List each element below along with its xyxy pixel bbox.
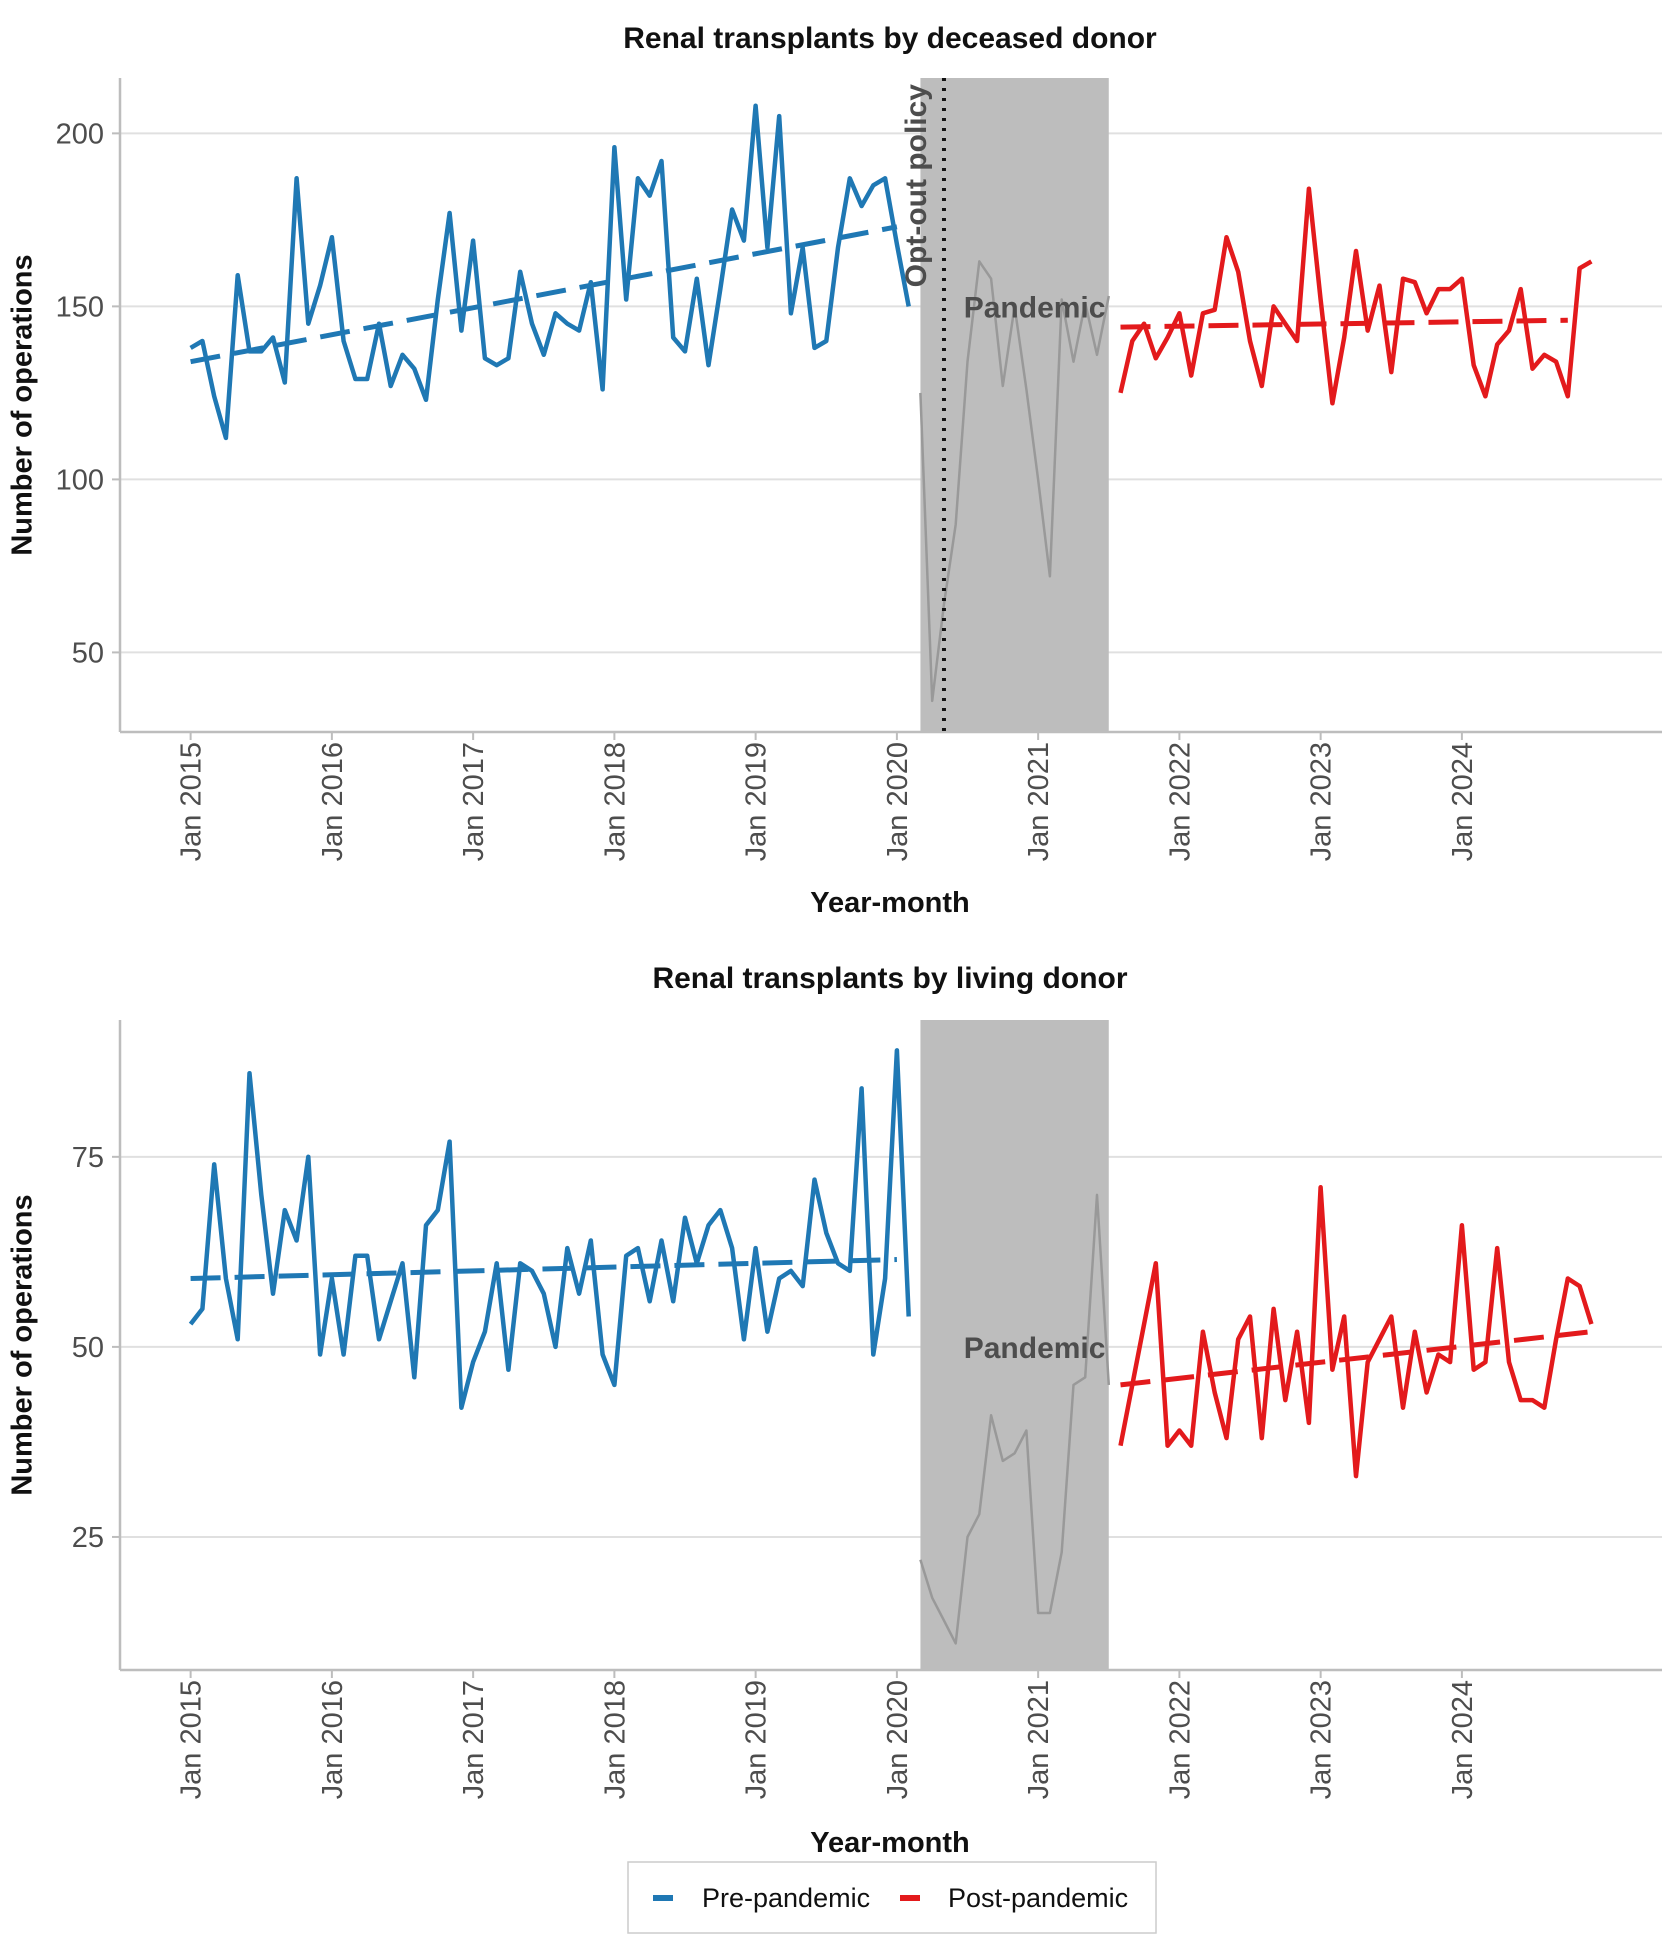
x-tick-label: Jan 2017 bbox=[458, 1680, 490, 1799]
series-line-pre-pandemic bbox=[188, 1048, 911, 1410]
y-axis-label: Number of operations bbox=[7, 1194, 39, 1495]
x-tick-label: Jan 2018 bbox=[599, 742, 631, 861]
legend-box bbox=[627, 1861, 1157, 1934]
legend: Pre-pandemic Post-pandemic bbox=[627, 1861, 1157, 1934]
x-tick-label: Jan 2019 bbox=[741, 742, 773, 861]
chart-title: Renal transplants by deceased donor bbox=[623, 22, 1157, 55]
x-tick-label: Jan 2023 bbox=[1306, 742, 1338, 861]
y-axis-label: Number of operations bbox=[7, 254, 39, 555]
x-axis-label: Year-month bbox=[810, 887, 970, 919]
x-tick-label: Jan 2016 bbox=[317, 1680, 349, 1799]
x-tick-label: Jan 2019 bbox=[741, 1680, 773, 1799]
x-tick-label: Jan 2020 bbox=[882, 1680, 914, 1799]
x-tick-label: Jan 2017 bbox=[458, 742, 490, 861]
series-line-post-pandemic bbox=[1118, 1185, 1594, 1479]
y-tick-label: 100 bbox=[56, 464, 104, 496]
x-tick-label: Jan 2022 bbox=[1164, 1680, 1196, 1799]
x-tick-label: Jan 2015 bbox=[176, 742, 208, 861]
deceased-donor-panel: Renal transplants by deceased donor 50 100… bbox=[7, 22, 1662, 919]
series-line-pre-pandemic bbox=[189, 103, 911, 441]
y-tick-label: 150 bbox=[56, 291, 104, 323]
x-tick-label: Jan 2018 bbox=[599, 1680, 631, 1799]
x-tick-label: Jan 2023 bbox=[1306, 1680, 1338, 1799]
x-tick-label: Jan 2024 bbox=[1447, 742, 1479, 861]
legend-label-pre-pandemic: Pre-pandemic bbox=[702, 1883, 870, 1913]
x-tick-label: Jan 2021 bbox=[1023, 1680, 1055, 1799]
pandemic-label: Pandemic bbox=[964, 1332, 1106, 1365]
pandemic-shaded-region bbox=[920, 1020, 1109, 1670]
y-tick-label: 200 bbox=[56, 118, 104, 150]
x-axis-label: Year-month bbox=[810, 1827, 970, 1859]
series-line-pre-pandemic-trend bbox=[190, 1257, 897, 1281]
y-tick-label: 50 bbox=[72, 1332, 104, 1364]
x-tick-label: Jan 2015 bbox=[176, 1680, 208, 1799]
series-line-pandemic-period bbox=[919, 1193, 1111, 1645]
y-tick-label: 25 bbox=[72, 1522, 104, 1554]
series-line-post-pandemic-trend bbox=[1120, 1329, 1592, 1388]
x-tick-label: Jan 2024 bbox=[1447, 1680, 1479, 1799]
series-line-post-pandemic-trend bbox=[1120, 317, 1568, 330]
x-tick-label: Jan 2022 bbox=[1164, 742, 1196, 861]
x-tick-label: Jan 2021 bbox=[1023, 742, 1055, 861]
pandemic-label: Pandemic bbox=[964, 291, 1106, 324]
series-line-post-pandemic bbox=[1118, 186, 1593, 406]
x-tick-label: Jan 2020 bbox=[882, 742, 914, 861]
y-tick-label: 50 bbox=[72, 637, 104, 669]
series-line-pre-pandemic-trend bbox=[190, 224, 898, 365]
series-line-pandemic-period bbox=[919, 260, 1111, 703]
legend-label-post-pandemic: Post-pandemic bbox=[948, 1883, 1128, 1913]
y-tick-label: 75 bbox=[72, 1142, 104, 1174]
living-donor-panel: Renal transplants by living donor 25 50 75 J… bbox=[7, 962, 1662, 1859]
x-tick-label: Jan 2016 bbox=[317, 742, 349, 861]
opt-out-policy-label: Opt-out policy bbox=[900, 84, 933, 288]
chart-title: Renal transplants by living donor bbox=[652, 962, 1127, 995]
pandemic-shaded-region bbox=[920, 78, 1109, 732]
